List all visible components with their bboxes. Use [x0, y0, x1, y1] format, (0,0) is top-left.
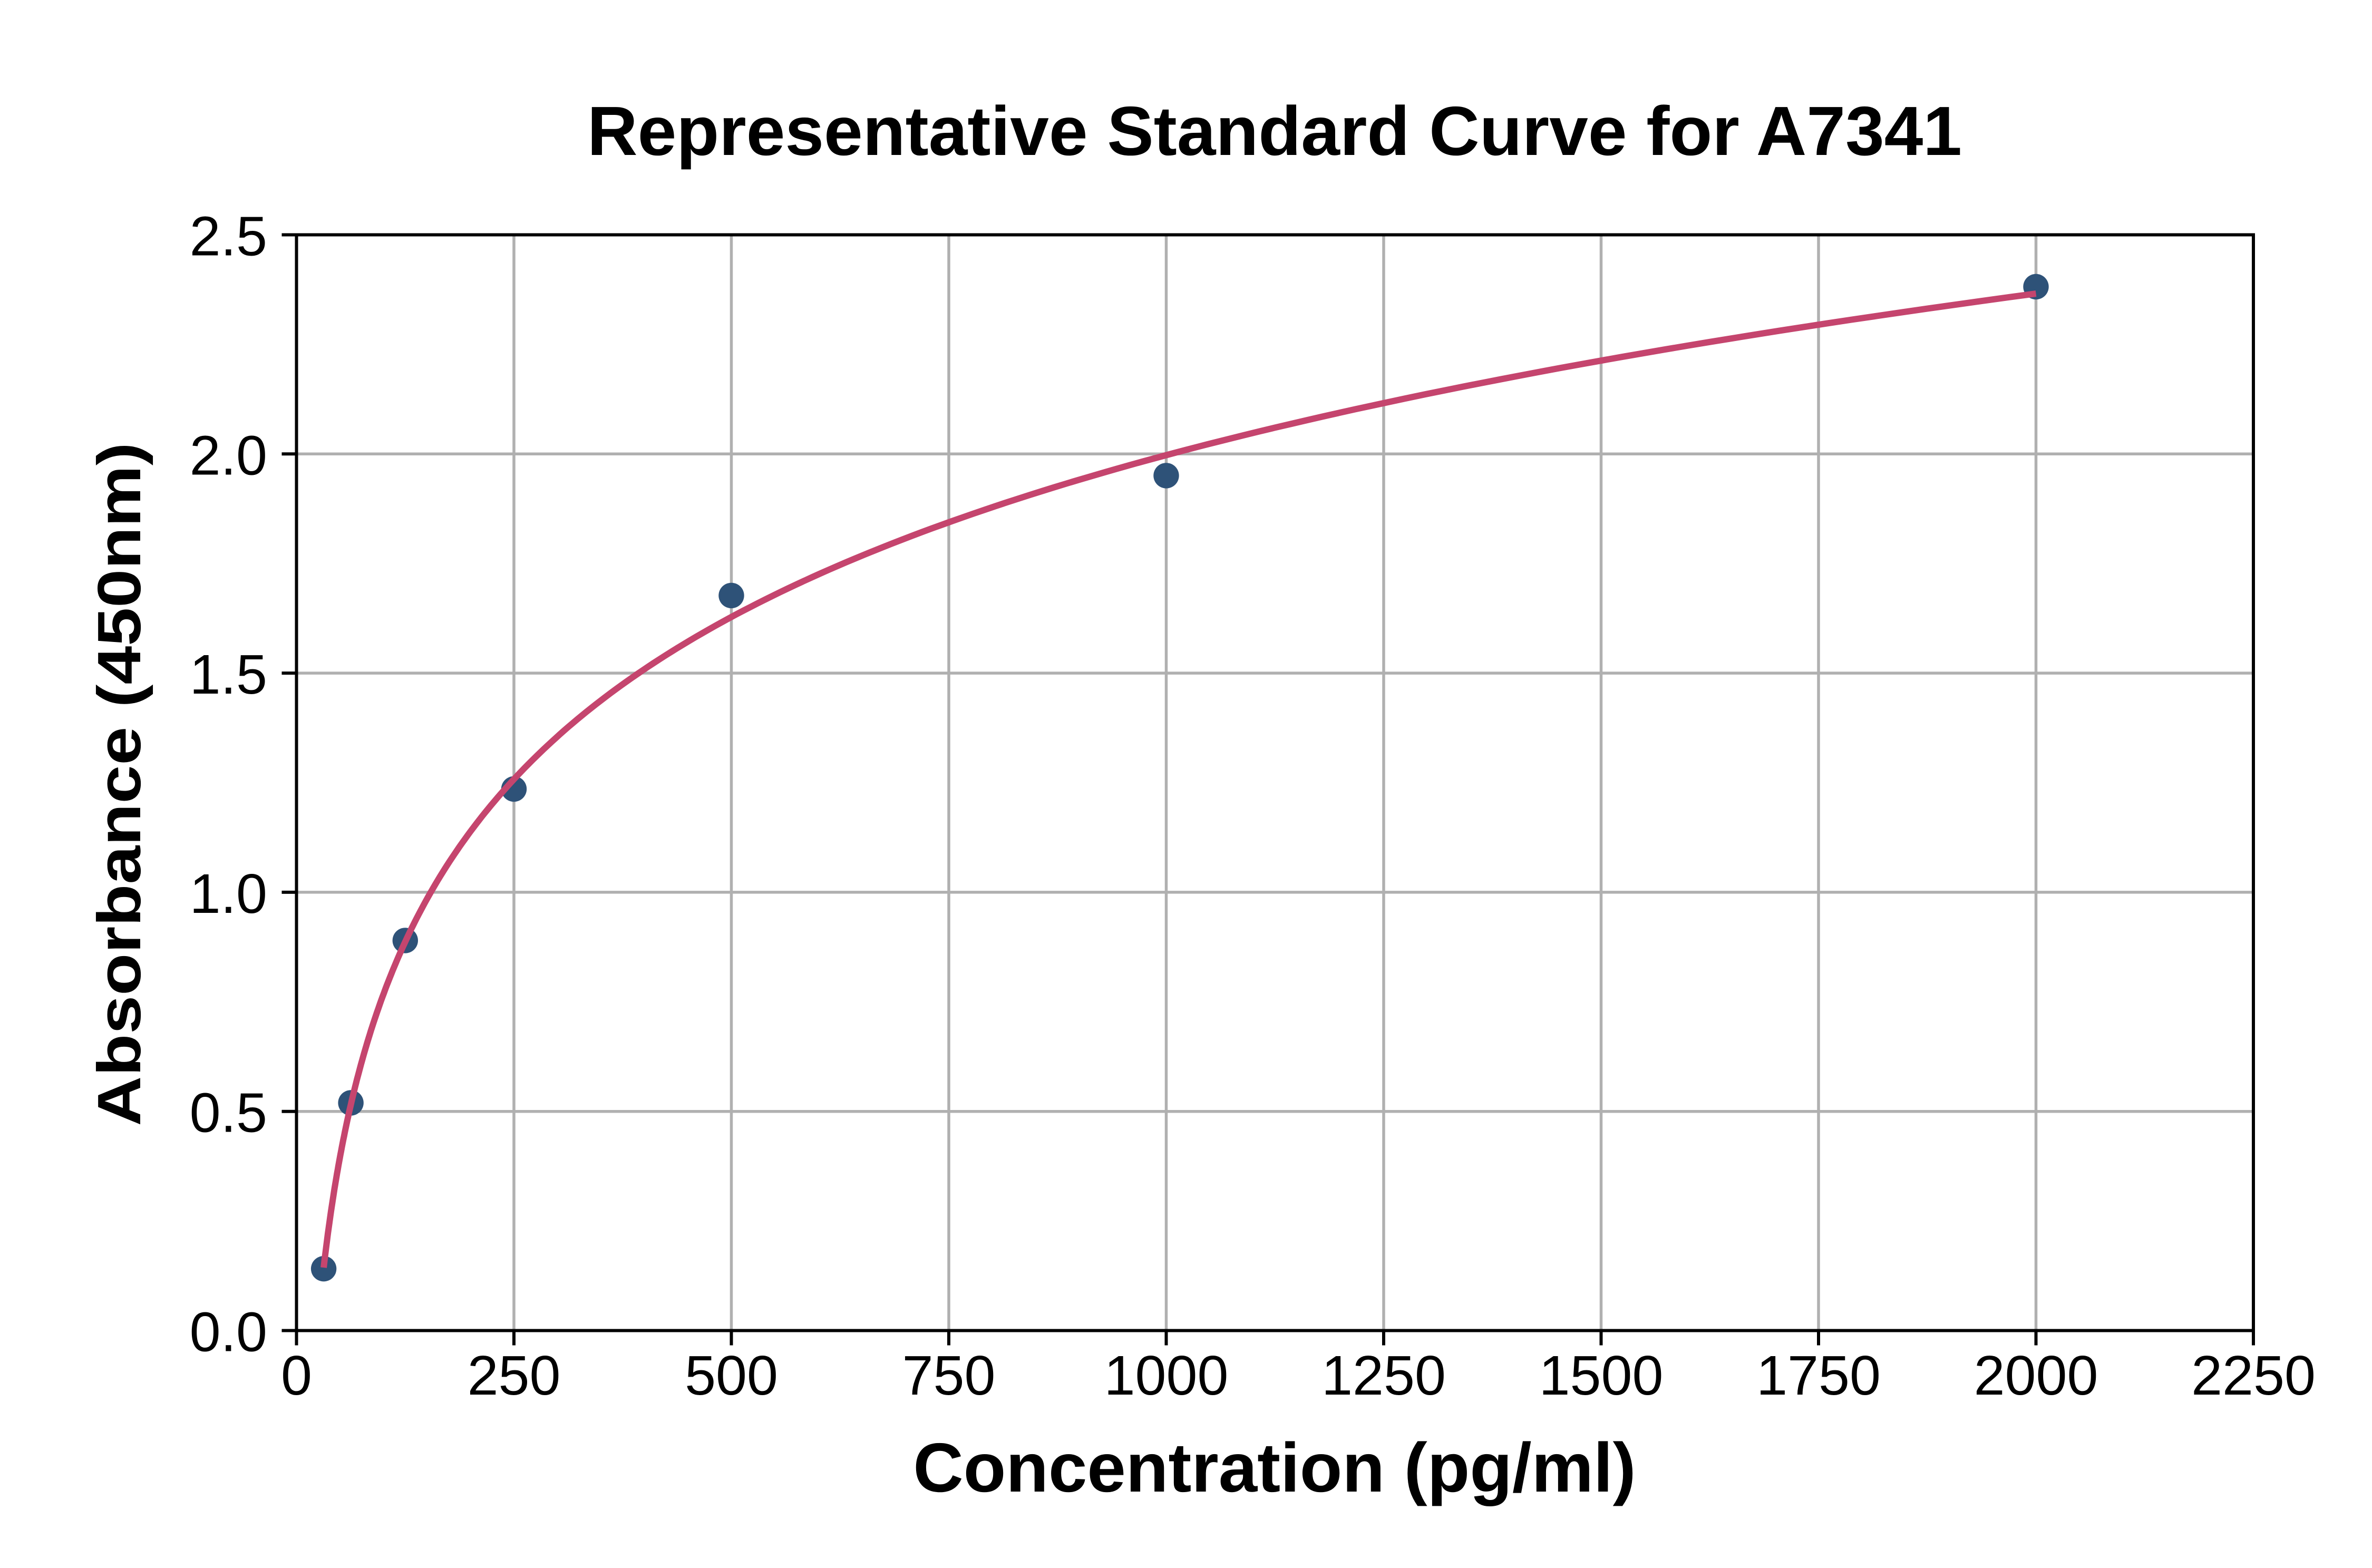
svg-text:1500: 1500 [1539, 1345, 1664, 1407]
svg-text:750: 750 [902, 1345, 996, 1407]
svg-text:Absorbance (450nm): Absorbance (450nm) [85, 443, 153, 1126]
svg-text:2.5: 2.5 [190, 206, 267, 268]
svg-text:1750: 1750 [1756, 1345, 1881, 1407]
svg-text:1.5: 1.5 [190, 644, 267, 706]
svg-text:1.0: 1.0 [190, 863, 267, 925]
svg-text:0.0: 0.0 [190, 1301, 267, 1364]
svg-text:0: 0 [281, 1345, 312, 1407]
svg-text:Representative Standard Curve: Representative Standard Curve for A7341 [587, 92, 1962, 170]
svg-text:2000: 2000 [1974, 1345, 2098, 1407]
svg-text:1250: 1250 [1321, 1345, 1446, 1407]
svg-text:250: 250 [468, 1345, 561, 1407]
svg-text:1000: 1000 [1104, 1345, 1229, 1407]
svg-text:Concentration (pg/ml): Concentration (pg/ml) [913, 1429, 1636, 1506]
svg-text:0.5: 0.5 [190, 1082, 267, 1144]
svg-text:500: 500 [685, 1345, 778, 1407]
svg-text:2250: 2250 [2191, 1345, 2316, 1407]
svg-text:2.0: 2.0 [190, 424, 267, 486]
